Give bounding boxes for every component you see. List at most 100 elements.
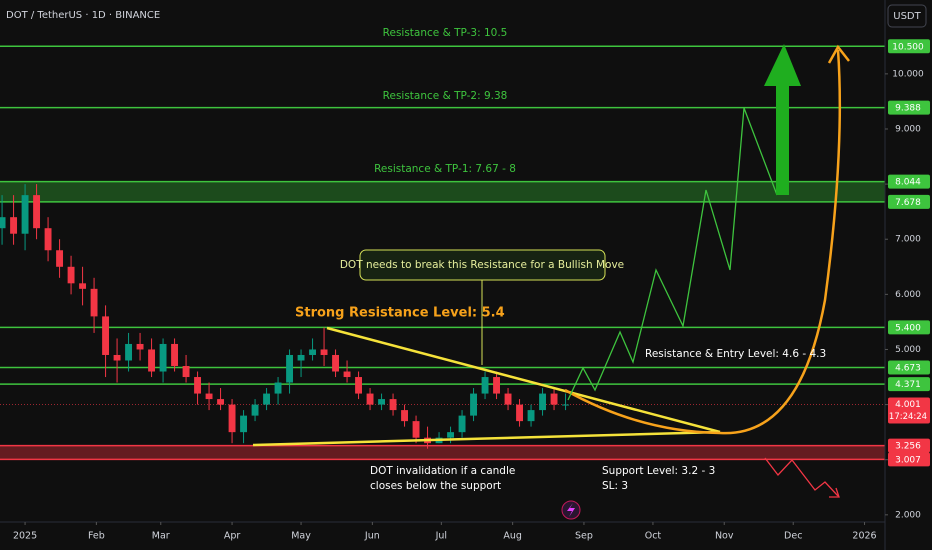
candle-body	[56, 250, 64, 267]
x-tick-label: Apr	[224, 531, 241, 542]
candle-body	[378, 399, 386, 405]
x-tick-label: Feb	[88, 531, 105, 542]
price-label: 4.371	[895, 380, 921, 390]
price-label: 5.400	[895, 323, 921, 333]
bearish-path	[764, 457, 839, 497]
y-tick-label: 7.000	[895, 235, 921, 245]
last-price: 4.001	[895, 400, 921, 410]
candle-body	[447, 432, 454, 438]
candle-body	[21, 195, 29, 234]
candle-body	[79, 283, 87, 289]
x-tick-label: Nov	[715, 531, 734, 542]
candle-body	[228, 404, 236, 433]
zone	[0, 181, 885, 202]
callout-text: DOT needs to break this Resistance for a…	[340, 259, 624, 271]
candle-body	[366, 393, 374, 405]
countdown: 17:24:24	[889, 412, 927, 422]
x-tick-label: Jun	[364, 531, 380, 542]
big-arrow	[764, 44, 801, 195]
candle-body	[159, 343, 167, 372]
y-tick-label: 5.000	[895, 345, 921, 355]
candle-body	[33, 195, 41, 229]
candle-body	[320, 349, 328, 355]
annotation: Strong Resistance Level: 5.4	[295, 306, 505, 321]
candle-body	[389, 399, 397, 411]
y-tick-label: 2.000	[895, 510, 921, 520]
projection-path	[567, 107, 778, 401]
candle-body	[10, 217, 18, 234]
under-layer	[0, 45, 885, 461]
candle-body	[412, 421, 420, 438]
candle-body	[0, 217, 6, 229]
candle-body	[562, 404, 569, 406]
x-tick-label: Dec	[784, 531, 802, 542]
candle-body	[205, 393, 213, 400]
currency[interactable]: USDT	[893, 11, 921, 22]
price-label-box	[888, 100, 930, 115]
price-label: 9.388	[895, 104, 921, 114]
x-tick-label: 2025	[13, 531, 37, 542]
x-tick-label: Jul	[435, 531, 447, 542]
price-label-box	[888, 377, 930, 392]
price-label-box	[888, 39, 930, 54]
currency-box[interactable]	[887, 4, 927, 28]
candle-body	[401, 410, 409, 422]
candle-body	[550, 393, 558, 405]
annotation: SL: 3	[602, 480, 628, 492]
annotation: Resistance & Entry Level: 4.6 - 4.3	[645, 348, 826, 360]
price-label: 3.256	[895, 442, 921, 452]
candle-body	[251, 404, 259, 416]
candle-body	[274, 382, 282, 394]
candle-body	[136, 343, 144, 350]
price-label-box	[888, 452, 930, 467]
candle-body	[90, 288, 98, 317]
annotation: Support Level: 3.2 - 3	[602, 465, 715, 477]
candles	[0, 184, 569, 449]
candle-body	[516, 404, 523, 422]
candle-body	[286, 354, 294, 383]
candle-body	[182, 366, 190, 378]
candle-body	[113, 354, 121, 361]
price-label: 10.500	[892, 42, 924, 52]
candle-body	[297, 354, 305, 361]
price-label-box	[888, 194, 930, 209]
annotation: closes below the support	[370, 480, 501, 492]
x-tick-label: Mar	[152, 531, 170, 542]
candle-body	[125, 343, 133, 361]
candle-body	[194, 377, 202, 394]
annotation: Resistance & TP-2: 9.38	[383, 90, 508, 102]
price-label-box	[888, 174, 930, 189]
price-label-box	[888, 438, 930, 453]
annotation: Resistance & TP-1: 7.67 - 8	[374, 163, 516, 175]
price-label-box	[888, 320, 930, 335]
x-tick-label: Aug	[503, 531, 522, 542]
event-icon-bolt	[567, 503, 575, 517]
trend-line	[252, 430, 721, 447]
annotation: Resistance & TP-3: 10.5	[383, 27, 508, 39]
candle-body	[217, 399, 225, 405]
candle-body	[263, 393, 271, 405]
arrow-head	[827, 44, 850, 64]
price-label: 3.007	[895, 455, 921, 465]
candle-body	[343, 371, 351, 378]
candle-body	[539, 393, 546, 411]
price-label: 4.673	[895, 363, 921, 373]
candle-body	[240, 415, 248, 433]
y-tick-label: 10.000	[892, 69, 924, 79]
y-tick-label: 9.000	[895, 124, 921, 134]
candle-body	[458, 415, 466, 433]
candle-body	[332, 354, 340, 372]
price-label-box	[888, 360, 930, 375]
candle-body	[67, 266, 75, 284]
last-price-box	[888, 397, 930, 424]
candle-body	[355, 377, 363, 394]
candle-body	[171, 343, 179, 367]
candle-body	[102, 316, 110, 355]
candle-body	[481, 377, 489, 394]
candle-body	[504, 393, 512, 405]
trend-line	[326, 326, 721, 434]
annotation: DOT invalidation if a candle	[370, 465, 515, 477]
candle-body	[527, 410, 535, 422]
